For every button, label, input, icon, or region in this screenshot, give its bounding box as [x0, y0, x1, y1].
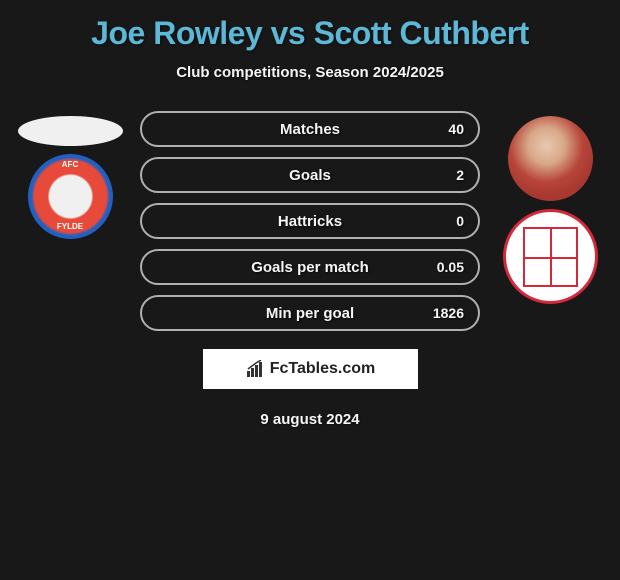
right-player-avatar: [508, 116, 593, 201]
stat-bar-matches: Matches 40: [140, 111, 480, 147]
stat-value-right: 0: [456, 213, 464, 229]
stat-label: Goals per match: [251, 259, 369, 276]
stat-bar-goals: Goals 2: [140, 157, 480, 193]
main-content: Matches 40 Goals 2 Hattricks 0 Goals per…: [0, 111, 620, 331]
stat-value-right: 2: [456, 167, 464, 183]
watermark-text: FcTables.com: [270, 360, 376, 378]
infographic-container: Joe Rowley vs Scott Cuthbert Club compet…: [0, 0, 620, 438]
left-player-avatar: [18, 116, 123, 146]
chart-icon: [245, 360, 265, 378]
stat-label: Goals: [289, 167, 331, 184]
stat-label: Matches: [280, 121, 340, 138]
stat-bar-hattricks: Hattricks 0: [140, 203, 480, 239]
date: 9 august 2024: [0, 411, 620, 428]
stat-value-right: 1826: [433, 305, 464, 321]
left-club-badge: [28, 154, 113, 239]
title: Joe Rowley vs Scott Cuthbert: [0, 15, 620, 52]
stat-label: Hattricks: [278, 213, 342, 230]
stats-column: Matches 40 Goals 2 Hattricks 0 Goals per…: [140, 111, 480, 331]
subtitle: Club competitions, Season 2024/2025: [0, 64, 620, 81]
stat-value-right: 40: [448, 121, 464, 137]
right-club-badge: [503, 209, 598, 304]
stat-value-right: 0.05: [437, 259, 464, 275]
stat-label: Min per goal: [266, 305, 354, 322]
left-player-col: [10, 111, 130, 239]
stat-bar-mpg: Min per goal 1826: [140, 295, 480, 331]
watermark: FcTables.com: [203, 349, 418, 389]
stat-bar-gpm: Goals per match 0.05: [140, 249, 480, 285]
right-player-col: [490, 111, 610, 304]
woking-shield-icon: [523, 227, 578, 287]
